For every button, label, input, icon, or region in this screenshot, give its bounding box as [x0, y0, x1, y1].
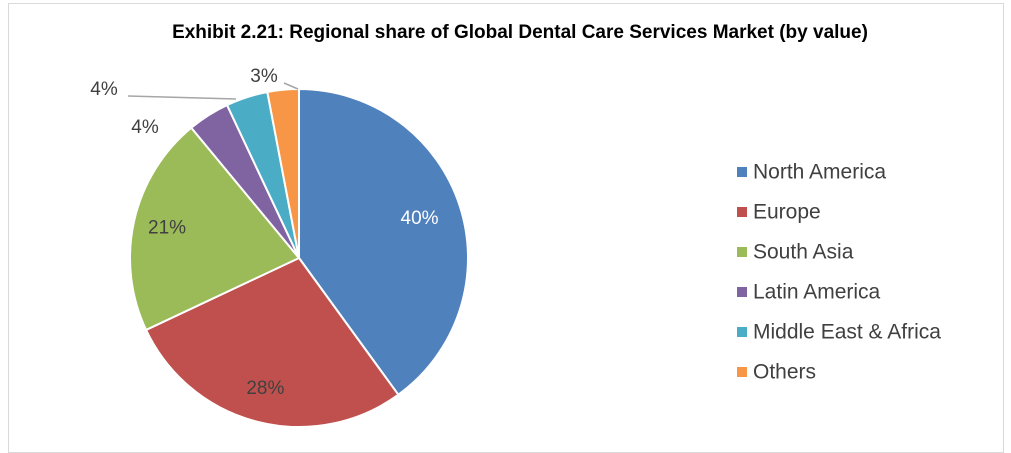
legend-swatch [737, 167, 747, 177]
leader-line [283, 82, 299, 90]
legend-label: Latin America [753, 281, 881, 304]
legend-label: North America [753, 161, 886, 184]
data-label: 28% [246, 378, 284, 399]
legend-swatch [737, 287, 747, 297]
data-label: 3% [250, 66, 278, 87]
legend-swatch [737, 327, 747, 337]
leader-line [127, 95, 237, 100]
legend-swatch [737, 247, 747, 257]
legend-swatch [737, 367, 747, 377]
legend-label: South Asia [753, 241, 854, 264]
data-label: 4% [90, 79, 118, 100]
legend-label: Middle East & Africa [753, 321, 941, 344]
pie-slice [266, 87, 300, 259]
pie-slice [144, 256, 400, 428]
pie-slice [298, 87, 469, 397]
legend-swatch [737, 207, 747, 217]
legend-label: Europe [753, 201, 821, 224]
legend-label: Others [753, 361, 816, 384]
data-label: 4% [131, 117, 159, 138]
data-label: 40% [401, 208, 439, 229]
data-label: 21% [148, 218, 186, 239]
pie-slice [129, 126, 301, 332]
chart-title: Exhibit 2.21: Regional share of Global D… [172, 22, 868, 43]
